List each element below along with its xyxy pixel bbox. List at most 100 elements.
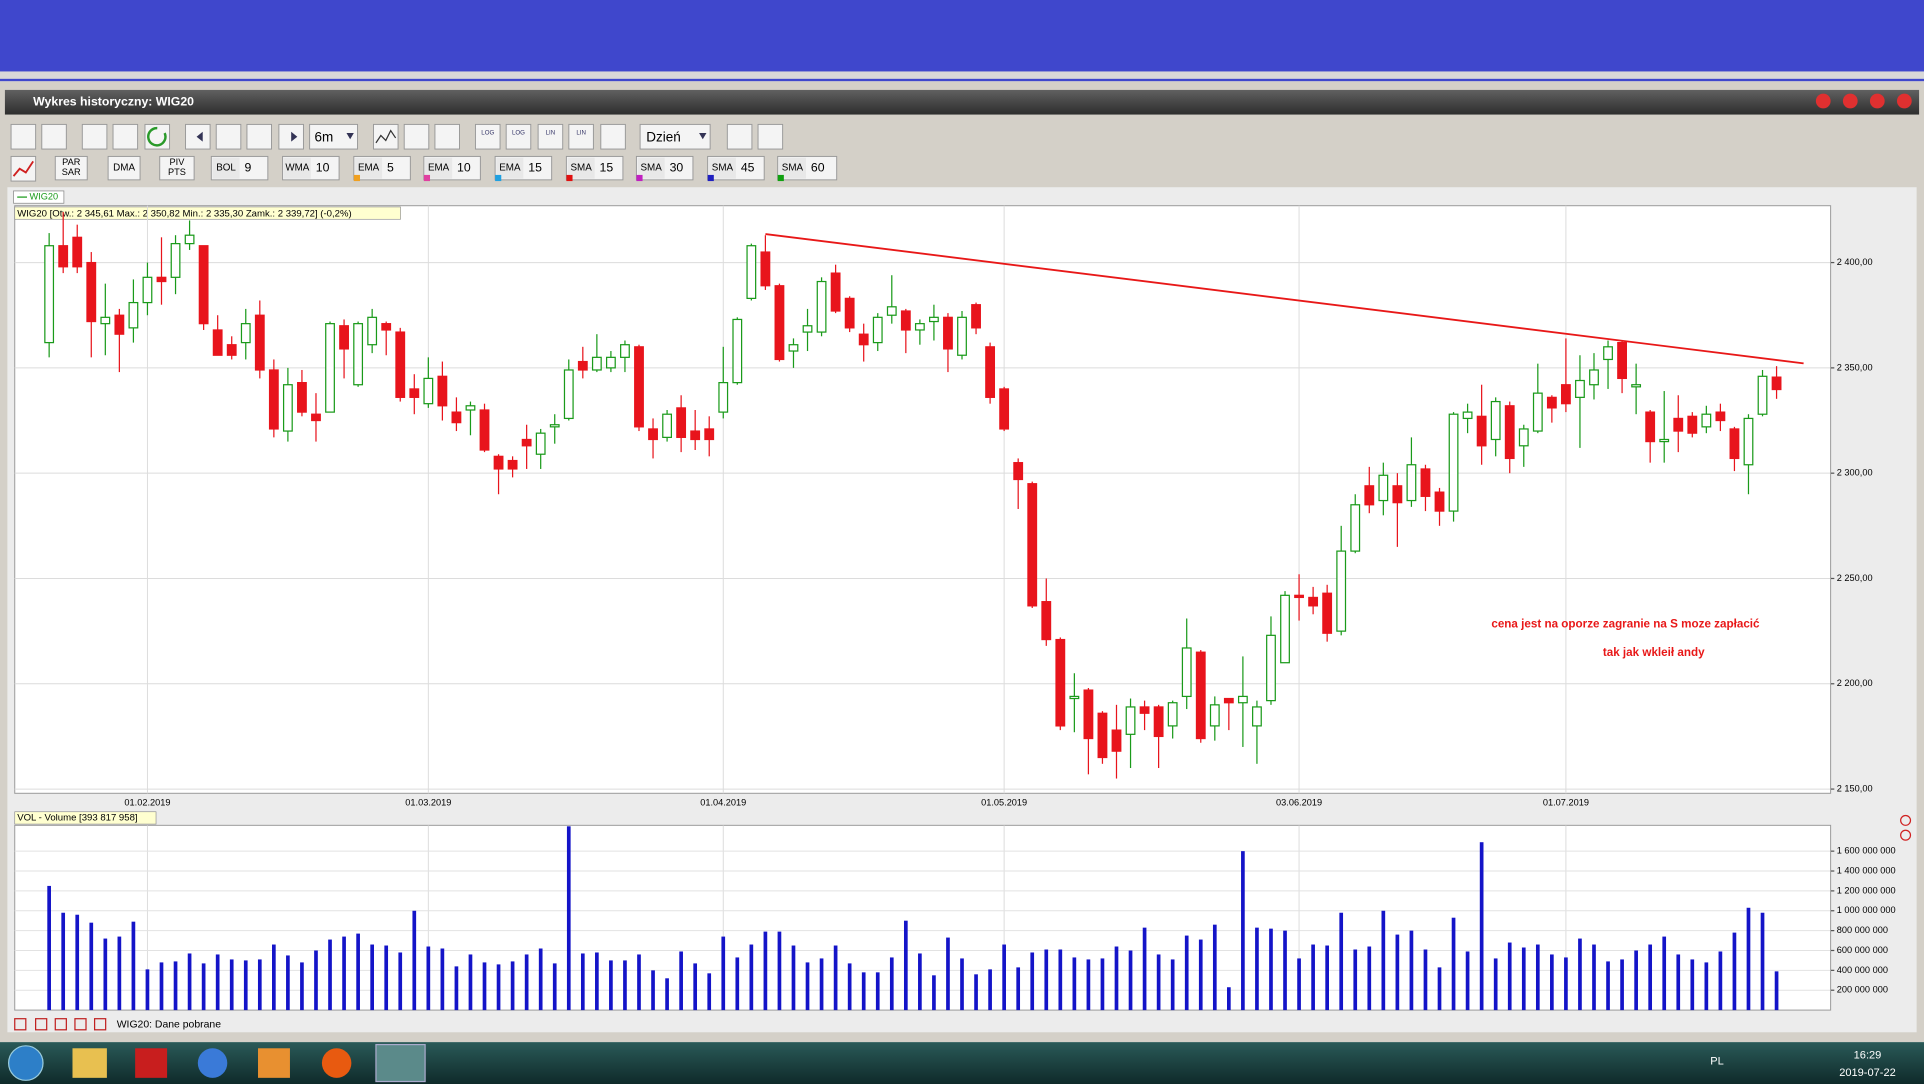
legend-box — [13, 190, 65, 204]
volume-bar — [1564, 957, 1568, 1011]
candle-body — [1181, 647, 1192, 698]
indicator-label: WMA — [285, 163, 309, 174]
candle-body — [914, 323, 925, 331]
volume-bar — [1550, 954, 1554, 1011]
app-firefox[interactable] — [321, 1048, 352, 1078]
indicator-name-box — [567, 157, 595, 179]
candle-body — [1659, 438, 1670, 443]
candle-body — [1111, 729, 1122, 752]
volume-bar — [1198, 939, 1203, 1011]
indicator-label: EMA — [499, 163, 521, 174]
volume-bar — [1732, 932, 1737, 1011]
trend-line — [765, 233, 1804, 365]
indicator-button[interactable] — [107, 155, 141, 181]
volume-bar — [946, 937, 950, 1011]
status-text: WIG20: Dane pobrane — [117, 1020, 221, 1031]
btn-save[interactable] — [41, 123, 67, 150]
btn-settings[interactable] — [1815, 93, 1831, 109]
app-explorer[interactable] — [72, 1048, 107, 1078]
candle-body — [1546, 396, 1557, 409]
volume-bar — [1760, 912, 1765, 1011]
candle-body — [100, 316, 111, 325]
candle-body — [1617, 341, 1627, 380]
btn-open[interactable] — [10, 123, 37, 150]
y2-tick-label: 200 000 000 — [1837, 985, 1888, 995]
candle-body — [1448, 413, 1459, 512]
candle-body — [1603, 346, 1613, 361]
btn-lin1[interactable] — [537, 123, 564, 150]
candle-body — [1195, 651, 1206, 740]
btn-indicators[interactable] — [726, 123, 753, 150]
candle-body — [128, 301, 139, 329]
indicator-label: PIV — [169, 157, 185, 167]
btn-candles[interactable] — [434, 123, 460, 150]
btn-line[interactable] — [373, 123, 399, 150]
btn-cursor[interactable] — [81, 123, 108, 150]
indicator-label: SMA — [641, 163, 663, 174]
legend-label: WIG20 — [29, 192, 58, 202]
tab-strip — [0, 71, 1924, 79]
candle-body — [1729, 428, 1740, 460]
btn-ohlc[interactable] — [403, 123, 430, 150]
volume-bar — [314, 950, 318, 1011]
candle-body — [353, 323, 364, 386]
volume-bar — [61, 912, 66, 1011]
volume-bar — [412, 910, 417, 1011]
indicator-swatch — [495, 174, 502, 182]
window-buttons[interactable] — [1815, 93, 1912, 109]
candle-body — [690, 430, 701, 441]
btn-zoom-out[interactable] — [246, 123, 273, 150]
start-button[interactable] — [7, 1045, 44, 1081]
volume-bar — [272, 944, 276, 1011]
volume-bar — [1535, 944, 1540, 1011]
indicator-button[interactable] — [159, 155, 195, 181]
candle-body — [451, 411, 462, 424]
candle-body — [1364, 485, 1375, 506]
volume-bar — [1648, 944, 1653, 1011]
volume-bar — [538, 948, 543, 1011]
app-3g[interactable] — [197, 1048, 228, 1078]
app-pdf[interactable] — [135, 1048, 168, 1078]
panel-settings[interactable] — [1900, 829, 1912, 841]
volume-bar — [1142, 927, 1147, 1011]
volume-bar — [1114, 946, 1119, 1011]
indicator-param: 15 — [528, 160, 542, 174]
indicator-name-box — [496, 157, 524, 179]
btn-edit[interactable] — [757, 123, 784, 150]
btn-export[interactable] — [112, 123, 139, 150]
btn-log1[interactable] — [474, 123, 501, 150]
candle-body — [535, 432, 546, 455]
btn-minimize[interactable] — [1842, 93, 1858, 109]
btn-lin2[interactable] — [568, 123, 594, 150]
volume-bar — [1423, 949, 1428, 1011]
y-tick-label: 2 250,00 — [1837, 573, 1873, 583]
btn-percent[interactable] — [600, 123, 626, 150]
indicator-button[interactable] — [54, 155, 88, 181]
candle-body — [521, 438, 532, 447]
volume-bar — [1170, 959, 1175, 1011]
marks — [44, 212, 1782, 1011]
volume-bar — [342, 936, 346, 1011]
btn-maximize[interactable] — [1869, 93, 1885, 109]
volume-bar — [1620, 959, 1624, 1011]
panel-close[interactable] — [1900, 814, 1912, 826]
app-chart[interactable] — [375, 1043, 426, 1083]
volume-bar — [1255, 927, 1259, 1011]
candle-body — [1490, 400, 1501, 441]
volume-bar — [1353, 949, 1358, 1011]
interval-select[interactable] — [639, 123, 711, 150]
candle-body — [634, 346, 644, 428]
candle-body — [1237, 695, 1248, 704]
btn-chart[interactable] — [10, 155, 37, 182]
btn-close[interactable] — [1896, 93, 1912, 109]
btn-zoom-in[interactable] — [215, 123, 242, 150]
app-media[interactable] — [258, 1048, 290, 1078]
volume-bar — [75, 914, 80, 1011]
candle-body — [142, 276, 153, 304]
indicator-param: 5 — [387, 160, 394, 174]
candle-body — [1055, 638, 1066, 727]
candle-body — [985, 346, 996, 398]
volume-bar — [1283, 930, 1287, 1011]
btn-log2[interactable] — [505, 123, 532, 150]
